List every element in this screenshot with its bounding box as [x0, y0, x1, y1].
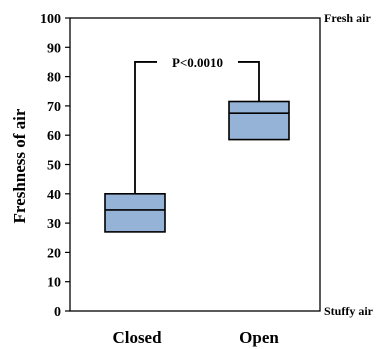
y-axis-title: Freshness of air: [10, 108, 29, 223]
y-tick-label: 0: [54, 305, 61, 320]
y-tick-label: 70: [47, 100, 61, 115]
category-label-closed: Closed: [112, 328, 162, 347]
y-tick-label: 10: [47, 276, 61, 291]
p-value-annotation: P<0.0010: [172, 55, 223, 70]
y-tick-label: 100: [40, 12, 61, 27]
y-tick-label: 80: [47, 71, 61, 86]
bracket-right: [238, 61, 260, 102]
bracket-left: [134, 61, 157, 194]
y-tick-label: 30: [47, 217, 61, 232]
y-tick-label: 90: [47, 41, 61, 56]
y-tick-label: 40: [47, 188, 61, 203]
y-tick-label: 50: [47, 159, 61, 174]
box-closed: [104, 193, 166, 233]
fresh-air-label: Fresh air: [324, 11, 371, 25]
y-tick-label: 60: [47, 129, 61, 144]
box-open: [228, 100, 290, 141]
category-label-open: Open: [239, 328, 279, 347]
stuffy-air-label: Stuffy air: [324, 304, 374, 318]
y-tick-label: 20: [47, 246, 61, 261]
